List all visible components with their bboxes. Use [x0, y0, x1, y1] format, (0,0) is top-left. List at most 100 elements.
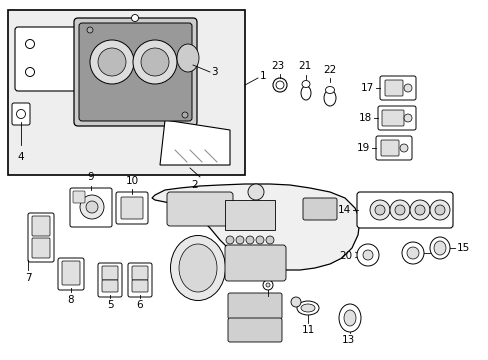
FancyBboxPatch shape: [74, 18, 197, 126]
Circle shape: [362, 250, 372, 260]
Circle shape: [429, 200, 449, 220]
Circle shape: [406, 247, 418, 259]
Circle shape: [247, 184, 264, 200]
Text: 1: 1: [260, 71, 266, 81]
Ellipse shape: [433, 241, 445, 255]
Ellipse shape: [290, 297, 301, 307]
FancyBboxPatch shape: [102, 280, 118, 292]
Text: 14: 14: [337, 205, 350, 215]
Circle shape: [80, 195, 104, 219]
FancyBboxPatch shape: [132, 280, 148, 292]
Circle shape: [236, 236, 244, 244]
Ellipse shape: [325, 86, 334, 94]
FancyBboxPatch shape: [303, 198, 336, 220]
Circle shape: [394, 205, 404, 215]
FancyBboxPatch shape: [384, 80, 402, 96]
Ellipse shape: [170, 235, 225, 301]
Text: 22: 22: [323, 65, 336, 75]
Polygon shape: [160, 120, 229, 165]
FancyBboxPatch shape: [12, 103, 30, 125]
Circle shape: [90, 40, 134, 84]
Circle shape: [256, 236, 264, 244]
Ellipse shape: [343, 310, 355, 326]
Circle shape: [399, 144, 407, 152]
Text: 16: 16: [431, 248, 445, 258]
Circle shape: [25, 40, 35, 49]
Circle shape: [225, 236, 234, 244]
Ellipse shape: [301, 86, 310, 100]
FancyBboxPatch shape: [102, 266, 118, 280]
FancyBboxPatch shape: [32, 216, 50, 236]
Circle shape: [374, 205, 384, 215]
Text: 19: 19: [356, 143, 369, 153]
Circle shape: [141, 48, 169, 76]
FancyBboxPatch shape: [32, 238, 50, 258]
Circle shape: [389, 200, 409, 220]
FancyBboxPatch shape: [167, 192, 232, 226]
FancyBboxPatch shape: [116, 192, 148, 224]
Circle shape: [265, 236, 273, 244]
Circle shape: [401, 242, 423, 264]
Circle shape: [272, 78, 286, 92]
FancyBboxPatch shape: [128, 263, 152, 297]
Text: 4: 4: [18, 152, 24, 162]
Circle shape: [403, 114, 411, 122]
Ellipse shape: [302, 81, 309, 87]
Circle shape: [91, 40, 98, 48]
Bar: [8, 10, 244, 175]
Circle shape: [86, 201, 98, 213]
Circle shape: [414, 205, 424, 215]
FancyBboxPatch shape: [98, 263, 122, 297]
Ellipse shape: [177, 44, 199, 72]
FancyBboxPatch shape: [58, 258, 84, 290]
Text: 5: 5: [106, 300, 113, 310]
Circle shape: [356, 244, 378, 266]
FancyBboxPatch shape: [224, 245, 285, 281]
FancyBboxPatch shape: [79, 23, 192, 121]
Circle shape: [434, 205, 444, 215]
Circle shape: [245, 236, 253, 244]
Text: 11: 11: [301, 325, 314, 335]
FancyBboxPatch shape: [121, 197, 142, 219]
Text: 10: 10: [125, 176, 138, 186]
FancyBboxPatch shape: [132, 266, 148, 280]
FancyBboxPatch shape: [62, 261, 80, 285]
Ellipse shape: [429, 237, 449, 259]
Circle shape: [87, 27, 93, 33]
Polygon shape: [152, 184, 359, 270]
Text: 13: 13: [341, 335, 354, 345]
Text: 2: 2: [191, 180, 198, 190]
Ellipse shape: [338, 304, 360, 332]
FancyBboxPatch shape: [356, 192, 452, 228]
Text: 17: 17: [360, 83, 373, 93]
Ellipse shape: [301, 304, 314, 312]
Ellipse shape: [296, 301, 318, 315]
Text: 21: 21: [298, 61, 311, 71]
Circle shape: [263, 280, 272, 290]
FancyBboxPatch shape: [379, 76, 415, 100]
Text: 18: 18: [358, 113, 371, 123]
Circle shape: [182, 112, 187, 118]
Circle shape: [25, 68, 35, 77]
FancyBboxPatch shape: [227, 293, 282, 319]
Circle shape: [409, 200, 429, 220]
FancyBboxPatch shape: [227, 318, 282, 342]
FancyBboxPatch shape: [28, 213, 54, 262]
Circle shape: [369, 200, 389, 220]
Text: 3: 3: [210, 67, 217, 77]
Circle shape: [265, 283, 269, 287]
FancyBboxPatch shape: [70, 188, 112, 227]
Text: 9: 9: [87, 172, 94, 182]
Text: 23: 23: [271, 61, 284, 71]
Text: 15: 15: [456, 243, 469, 253]
FancyBboxPatch shape: [380, 140, 398, 156]
Text: 6: 6: [137, 300, 143, 310]
Circle shape: [98, 48, 126, 76]
FancyBboxPatch shape: [377, 106, 415, 130]
FancyBboxPatch shape: [375, 136, 411, 160]
Ellipse shape: [179, 244, 217, 292]
FancyBboxPatch shape: [381, 110, 403, 126]
Circle shape: [17, 109, 25, 118]
Text: 12: 12: [258, 298, 271, 308]
Text: 8: 8: [67, 295, 74, 305]
